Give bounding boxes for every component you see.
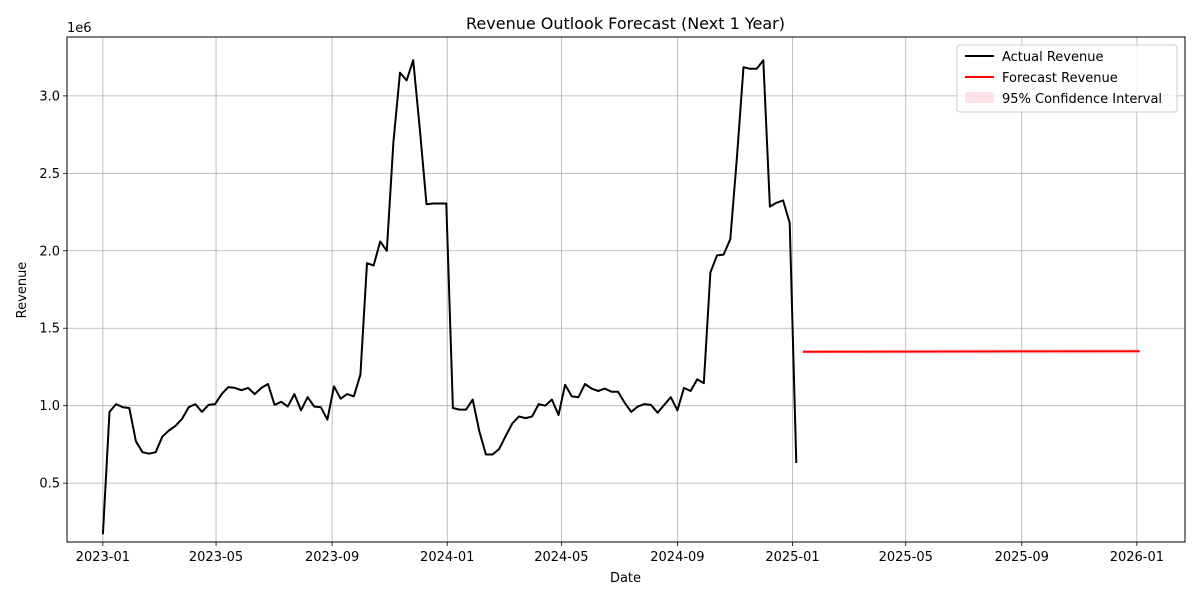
legend-swatch-confidence (965, 92, 994, 103)
y-axis-multiplier: 1e6 (67, 21, 92, 36)
x-tick-label: 2023-01 (76, 550, 130, 565)
series-lines-layer (101, 59, 1140, 535)
x-tick-label: 2026-01 (1110, 550, 1164, 565)
y-tick-label: 3.0 (39, 89, 60, 104)
x-tick-label: 2025-01 (765, 550, 819, 565)
x-tick-label: 2023-09 (305, 550, 359, 565)
y-axis-ticks: 0.5 1.0 1.5 2.0 2.5 3.0 (39, 89, 67, 492)
y-tick-label: 2.5 (39, 167, 60, 182)
x-tick-label: 2024-05 (534, 550, 588, 565)
x-tick-label: 2024-01 (420, 550, 474, 565)
chart-title: Revenue Outlook Forecast (Next 1 Year) (466, 14, 785, 33)
legend: Actual Revenue Forecast Revenue 95% Conf… (956, 44, 1178, 113)
y-tick-label: 0.5 (39, 477, 60, 492)
plot-area-frame (66, 36, 1186, 543)
y-tick-label: 2.0 (39, 244, 60, 259)
legend-label-actual: Actual Revenue (1002, 50, 1103, 65)
x-tick-label: 2025-05 (879, 550, 933, 565)
actual-revenue-line (101, 59, 798, 535)
x-axis-ticks: 2023-01 2023-05 2023-09 2024-01 2024-05 2024-… (76, 542, 1164, 565)
x-axis-label: Date (610, 571, 641, 586)
forecast-revenue-line (802, 350, 1140, 353)
y-axis-label: Revenue (15, 262, 30, 319)
x-tick-label: 2024-09 (650, 550, 704, 565)
grid-lines (67, 37, 1185, 542)
x-tick-label: 2023-05 (189, 550, 243, 565)
y-tick-label: 1.0 (39, 399, 60, 414)
legend-box (956, 44, 1178, 113)
legend-label-confidence: 95% Confidence Interval (1002, 92, 1162, 107)
y-tick-label: 1.5 (39, 322, 60, 337)
x-tick-label: 2025-09 (995, 550, 1049, 565)
legend-label-forecast: Forecast Revenue (1002, 71, 1118, 86)
